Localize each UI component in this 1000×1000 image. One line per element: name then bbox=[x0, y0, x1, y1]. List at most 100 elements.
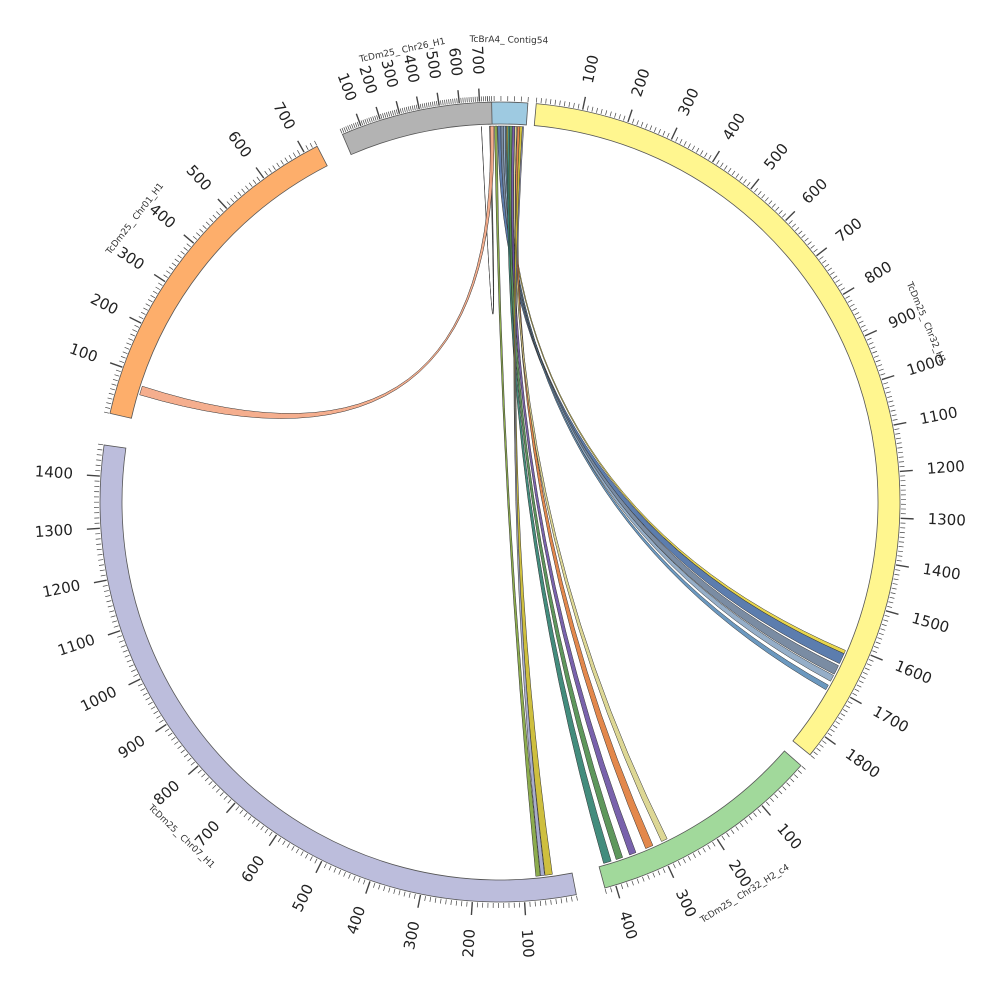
minor-tick bbox=[764, 197, 769, 202]
major-tick bbox=[128, 678, 141, 686]
minor-tick bbox=[791, 223, 796, 228]
minor-tick bbox=[852, 307, 857, 311]
minor-tick bbox=[875, 359, 881, 363]
minor-tick bbox=[415, 104, 418, 110]
link-ribbon bbox=[515, 126, 654, 849]
minor-tick bbox=[708, 155, 712, 160]
minor-tick bbox=[576, 895, 578, 901]
minor-tick bbox=[118, 640, 124, 643]
minor-tick bbox=[854, 312, 860, 316]
minor-tick bbox=[450, 900, 452, 906]
minor-tick bbox=[872, 350, 878, 354]
minor-tick bbox=[167, 732, 173, 737]
minor-tick bbox=[268, 168, 272, 173]
minor-tick bbox=[830, 271, 835, 275]
minor-tick bbox=[363, 879, 366, 885]
tick-label-chr07h1: 200 bbox=[459, 928, 479, 958]
minor-tick bbox=[343, 127, 347, 132]
minor-tick bbox=[292, 152, 297, 158]
minor-tick bbox=[662, 868, 666, 874]
minor-tick bbox=[821, 259, 827, 264]
minor-tick bbox=[436, 100, 438, 107]
ticks-chr01h1 bbox=[104, 140, 318, 414]
minor-tick bbox=[256, 822, 260, 828]
minor-tick bbox=[775, 206, 780, 211]
minor-tick bbox=[897, 550, 903, 553]
minor-tick bbox=[452, 98, 454, 104]
minor-tick bbox=[600, 108, 603, 115]
minor-tick bbox=[620, 884, 624, 890]
minor-tick bbox=[152, 290, 158, 295]
minor-tick bbox=[376, 115, 379, 121]
minor-tick bbox=[858, 320, 864, 324]
minor-tick bbox=[187, 757, 192, 762]
minor-tick bbox=[126, 342, 132, 346]
minor-tick bbox=[895, 437, 901, 440]
minor-tick bbox=[847, 299, 853, 303]
minor-tick bbox=[423, 103, 426, 109]
minor-tick bbox=[822, 740, 827, 744]
minor-tick bbox=[429, 101, 432, 108]
minor-tick bbox=[666, 132, 670, 138]
tick-label-chr26h1: 300 bbox=[377, 58, 402, 90]
minor-tick bbox=[140, 311, 146, 315]
minor-tick bbox=[878, 632, 884, 636]
minor-tick bbox=[565, 897, 568, 903]
minor-tick bbox=[885, 391, 891, 394]
minor-tick bbox=[888, 601, 894, 604]
minor-tick bbox=[96, 459, 102, 461]
minor-tick bbox=[887, 605, 893, 608]
minor-tick bbox=[202, 225, 207, 230]
minor-tick bbox=[891, 414, 897, 417]
minor-tick bbox=[837, 283, 843, 287]
major-tick bbox=[183, 234, 195, 244]
minor-tick bbox=[877, 364, 883, 367]
minor-tick bbox=[852, 692, 858, 696]
minor-tick bbox=[683, 141, 687, 146]
tick-label-chr32h1: 800 bbox=[861, 257, 895, 287]
minor-tick bbox=[765, 801, 770, 806]
minor-tick bbox=[171, 737, 176, 741]
minor-tick bbox=[658, 128, 661, 134]
tick-label-chr07h1: 1100 bbox=[55, 630, 97, 659]
tick-label-chr26h1: 700 bbox=[468, 45, 487, 75]
major-tick bbox=[893, 421, 907, 426]
minor-tick bbox=[692, 853, 696, 858]
minor-tick bbox=[233, 194, 238, 200]
minor-tick bbox=[720, 162, 724, 168]
major-tick bbox=[842, 287, 855, 295]
minor-tick bbox=[797, 770, 802, 774]
major-tick bbox=[417, 894, 422, 908]
major-tick bbox=[716, 838, 725, 851]
link-ribbon bbox=[505, 125, 829, 691]
major-tick bbox=[375, 106, 381, 120]
minor-tick bbox=[192, 236, 198, 240]
minor-tick bbox=[895, 569, 901, 571]
minor-tick bbox=[692, 145, 696, 151]
minor-tick bbox=[440, 898, 442, 904]
minor-tick bbox=[374, 115, 377, 121]
minor-tick bbox=[456, 98, 458, 104]
tick-label-chr07h1: 400 bbox=[343, 904, 369, 937]
minor-tick bbox=[832, 275, 838, 279]
segment-chr07h1 bbox=[99, 444, 577, 903]
tick-label-chr26h1: 400 bbox=[400, 53, 423, 85]
minor-tick bbox=[632, 118, 635, 124]
minor-tick bbox=[155, 286, 161, 290]
minor-tick bbox=[98, 564, 104, 566]
major-tick bbox=[761, 805, 772, 816]
tick-label-chr01h1: 600 bbox=[224, 127, 255, 161]
minor-tick bbox=[897, 447, 903, 449]
minor-tick bbox=[746, 182, 751, 187]
minor-tick bbox=[884, 386, 890, 389]
major-tick bbox=[864, 329, 878, 337]
major-tick bbox=[86, 474, 100, 477]
minor-tick bbox=[804, 237, 809, 242]
minor-tick bbox=[687, 143, 691, 149]
minor-tick bbox=[549, 99, 552, 105]
link-ribbon bbox=[511, 125, 637, 856]
minor-tick bbox=[100, 574, 106, 577]
minor-tick bbox=[819, 744, 824, 748]
minor-tick bbox=[384, 112, 387, 118]
minor-tick bbox=[702, 847, 706, 853]
